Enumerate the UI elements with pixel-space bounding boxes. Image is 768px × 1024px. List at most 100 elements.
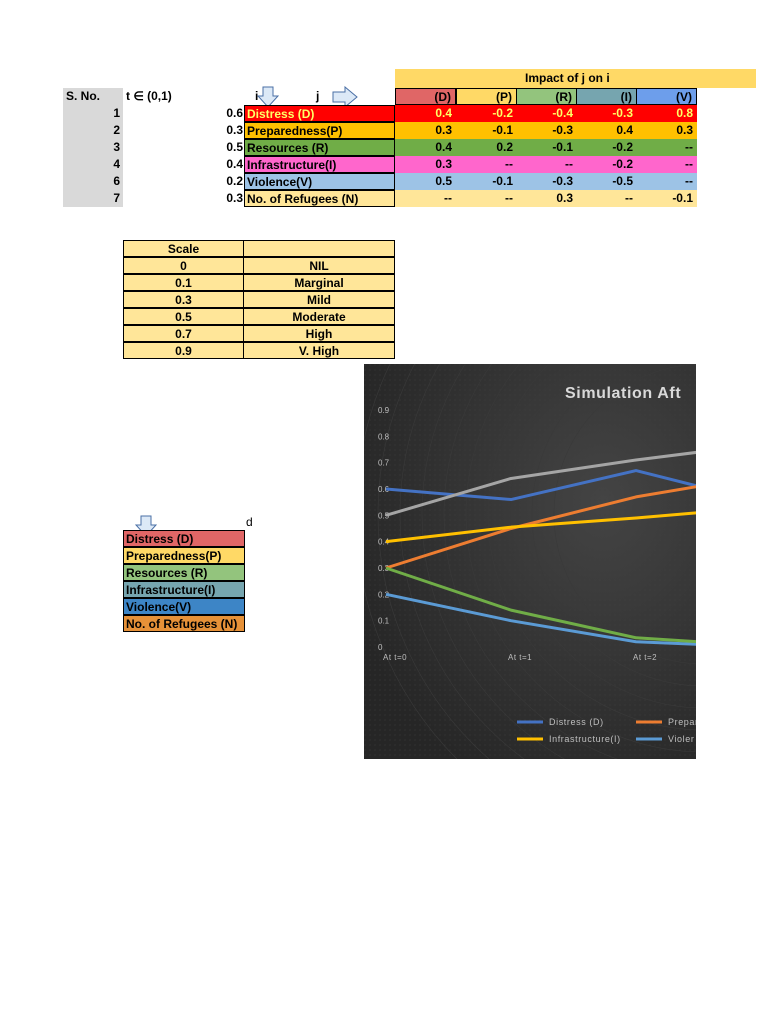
- sno-label: S. No.: [66, 89, 101, 103]
- matrix-cell[interactable]: -0.3: [516, 122, 577, 139]
- legend-table-item[interactable]: Violence(V): [123, 598, 245, 615]
- matrix-cell[interactable]: --: [636, 173, 697, 190]
- col-header-5: (V): [636, 88, 697, 105]
- row-factor-name[interactable]: Preparedness(P): [244, 122, 395, 139]
- row-t-value: 0.3: [226, 123, 243, 137]
- series-line-5[interactable]: [385, 592, 696, 646]
- row-sno: 3: [113, 140, 120, 154]
- chart-panel[interactable]: Simulation Aft 0 0.1 0.2 0.3 0.4 0.5 0.6 0.7 0.8…: [364, 364, 696, 759]
- background-arc: [421, 364, 565, 759]
- t-label: t ∈ (0,1): [126, 89, 172, 103]
- matrix-cell[interactable]: --: [456, 156, 517, 173]
- matrix-cell[interactable]: 0.4: [576, 122, 637, 139]
- d-label: d: [246, 515, 253, 529]
- matrix-cell[interactable]: --: [456, 190, 517, 207]
- legend-label: Distress (D): [549, 717, 604, 727]
- row-sno: 1: [113, 106, 120, 120]
- series-line-2[interactable]: [385, 485, 696, 570]
- row-factor-name[interactable]: Violence(V): [244, 173, 395, 190]
- y-tick-label: 0.5: [378, 511, 390, 520]
- y-tick-label: 0.3: [378, 564, 390, 573]
- legend-label: Infrastructure(I): [549, 734, 621, 744]
- scale-value: 0: [123, 257, 244, 274]
- legend-table-item[interactable]: Preparedness(P): [123, 547, 245, 564]
- legend-table-item[interactable]: Infrastructure(I): [123, 581, 245, 598]
- legend-label: Violer: [668, 734, 694, 744]
- row-t-value: 0.3: [226, 191, 243, 205]
- scale-value: 0.1: [123, 274, 244, 291]
- matrix-cell[interactable]: -0.5: [576, 173, 637, 190]
- row-sno: 4: [113, 157, 120, 171]
- matrix-cell[interactable]: -0.1: [636, 190, 697, 207]
- right-arrow-icon: [332, 86, 358, 108]
- scale-label: Mild: [243, 291, 395, 308]
- matrix-cell[interactable]: -0.3: [516, 173, 577, 190]
- matrix-cell[interactable]: 0.3: [516, 190, 577, 207]
- row-factor-name[interactable]: Infrastructure(I): [244, 156, 395, 173]
- row-t-value: 0.4: [226, 157, 243, 171]
- x-tick-label: At t=2: [633, 653, 657, 662]
- matrix-cell[interactable]: 0.2: [456, 139, 517, 156]
- matrix-cell[interactable]: --: [636, 139, 697, 156]
- matrix-cell[interactable]: -0.1: [516, 139, 577, 156]
- background-arc: [487, 364, 696, 731]
- sno-header: [63, 88, 123, 207]
- background-arc: [531, 364, 696, 687]
- col-header-1: (D): [395, 88, 456, 105]
- scale-value: 0.9: [123, 342, 244, 359]
- row-factor-name[interactable]: Resources (R): [244, 139, 395, 156]
- impact-title: Impact of j on i: [525, 71, 610, 85]
- y-tick-label: 0: [378, 643, 383, 652]
- col-header-3: (R): [516, 88, 577, 105]
- matrix-cell[interactable]: 0.3: [395, 156, 456, 173]
- scale-label: NIL: [243, 257, 395, 274]
- matrix-cell[interactable]: -0.2: [576, 139, 637, 156]
- legend-table-item[interactable]: Resources (R): [123, 564, 245, 581]
- matrix-cell[interactable]: 0.3: [636, 122, 697, 139]
- legend-table-item[interactable]: Distress (D): [123, 530, 245, 547]
- x-tick-label: At t=0: [383, 653, 407, 662]
- matrix-cell[interactable]: 0.3: [395, 122, 456, 139]
- chart-title: Simulation Aft: [565, 385, 681, 402]
- scale-value: 0.7: [123, 325, 244, 342]
- matrix-cell[interactable]: -0.1: [456, 173, 517, 190]
- matrix-cell[interactable]: --: [516, 156, 577, 173]
- y-tick-label: 0.1: [378, 617, 390, 626]
- matrix-cell[interactable]: -0.2: [576, 156, 637, 173]
- simulation-chart: Simulation Aft 0 0.1 0.2 0.3 0.4 0.5 0.6 0.7 0.8…: [364, 364, 696, 759]
- scale-label: Moderate: [243, 308, 395, 325]
- row-factor-name[interactable]: No. of Refugees (N): [244, 190, 395, 207]
- series-line-1[interactable]: [385, 469, 696, 502]
- y-tick-label: 0.8: [378, 432, 390, 441]
- matrix-cell[interactable]: --: [395, 190, 456, 207]
- row-t-value: 0.5: [226, 140, 243, 154]
- row-factor-name[interactable]: Distress (D): [244, 105, 395, 122]
- row-t-value: 0.6: [226, 106, 243, 120]
- matrix-cell[interactable]: -0.4: [516, 105, 577, 122]
- series-line-4[interactable]: [385, 511, 696, 544]
- background-arc: [509, 364, 696, 709]
- down-arrow-icon: [257, 86, 279, 108]
- background-arc: [553, 364, 696, 665]
- legend-label: Prepar: [668, 717, 696, 727]
- matrix-cell[interactable]: 0.4: [395, 105, 456, 122]
- scale-value: 0.5: [123, 308, 244, 325]
- y-tick-label: 0.4: [378, 538, 390, 547]
- matrix-cell[interactable]: --: [636, 156, 697, 173]
- background-arc: [443, 364, 619, 759]
- scale-header: Scale: [123, 240, 244, 257]
- matrix-cell[interactable]: -0.1: [456, 122, 517, 139]
- legend-table-item[interactable]: No. of Refugees (N): [123, 615, 245, 632]
- matrix-cell[interactable]: --: [576, 190, 637, 207]
- matrix-cell[interactable]: 0.8: [636, 105, 697, 122]
- series-line-3[interactable]: [385, 450, 696, 517]
- matrix-cell[interactable]: 0.5: [395, 173, 456, 190]
- row-sno: 7: [113, 191, 120, 205]
- matrix-cell[interactable]: 0.4: [395, 139, 456, 156]
- series-line-6[interactable]: [385, 566, 696, 644]
- y-tick-label: 0.7: [378, 459, 390, 468]
- scale-value: 0.3: [123, 291, 244, 308]
- matrix-cell[interactable]: -0.2: [456, 105, 517, 122]
- matrix-cell[interactable]: -0.3: [576, 105, 637, 122]
- col-header-2: (P): [456, 88, 517, 105]
